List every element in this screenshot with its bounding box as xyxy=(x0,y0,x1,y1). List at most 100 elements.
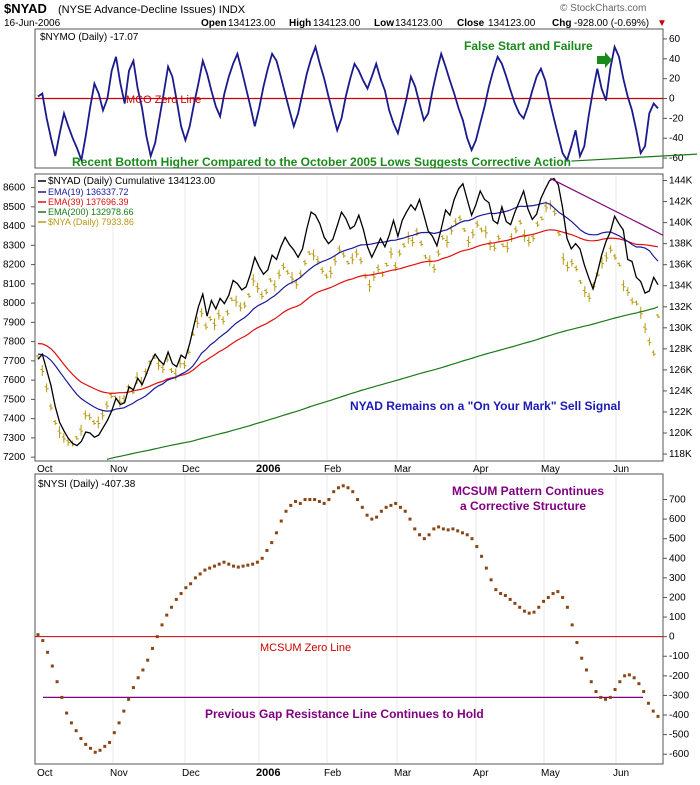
nysi-point xyxy=(594,690,598,694)
low-label: Low xyxy=(374,18,394,29)
nysi-point xyxy=(60,695,64,699)
nysi-point xyxy=(365,513,369,517)
nysi-tick-label: -200 xyxy=(669,671,689,682)
nysi-point xyxy=(542,599,546,603)
nysi-month-label: Feb xyxy=(324,768,342,779)
nysi-point xyxy=(241,564,245,568)
nysi-tick-label: -300 xyxy=(669,690,689,701)
nysi-point xyxy=(155,635,159,639)
nysi-point xyxy=(427,533,431,537)
nyad-month-label: Dec xyxy=(182,464,200,475)
nyad-legend: $NYAD (Daily) Cumulative 134123.00 EMA(1… xyxy=(38,176,216,227)
nyad-right-tick-label: 130K xyxy=(669,323,693,334)
false-start-annotation: False Start and Failure xyxy=(464,39,593,53)
nysi-point xyxy=(184,586,188,590)
close-label: Close xyxy=(457,18,485,29)
nysi-point xyxy=(570,623,574,627)
nyad-right-tick-label: 124K xyxy=(669,386,693,397)
legend-ema19: EMA(19) 136337.72 xyxy=(48,187,129,197)
nysi-point xyxy=(222,560,226,564)
chg-label: Chg xyxy=(552,18,571,29)
nyad-right-tick-label: 138K xyxy=(669,239,693,250)
nysi-point xyxy=(580,656,584,660)
legend-ema200: EMA(200) 132978.66 xyxy=(48,207,134,217)
nysi-point xyxy=(74,729,78,733)
mcsum-pattern-annotation-2: a Corrective Structure xyxy=(460,499,586,513)
nysi-point xyxy=(141,668,145,672)
nysi-point xyxy=(41,639,45,643)
high-value: 134123.00 xyxy=(313,18,361,29)
nymo-tick-label: 20 xyxy=(669,74,681,85)
nyad-month-label: Nov xyxy=(110,464,128,475)
nysi-point xyxy=(451,527,455,531)
nysi-point xyxy=(336,486,340,490)
nysi-point xyxy=(284,509,288,513)
nysi-tick-label: 300 xyxy=(669,573,686,584)
nyad-left-tick-label: 8000 xyxy=(3,298,26,309)
nysi-tick-label: 700 xyxy=(669,495,686,506)
nysi-point xyxy=(637,682,641,686)
nyad-left-tick-label: 8400 xyxy=(3,221,26,232)
nyad-left-tick-label: 7300 xyxy=(3,433,26,444)
nysi-point xyxy=(584,668,588,672)
nysi-point xyxy=(494,588,498,592)
nysi-point xyxy=(131,686,135,690)
nysi-tick-label: -600 xyxy=(669,749,689,760)
nysi-point xyxy=(341,484,345,488)
nysi-point xyxy=(527,611,531,615)
gap-resistance-annotation: Previous Gap Resistance Line Continues t… xyxy=(205,707,484,721)
nysi-point xyxy=(117,721,121,725)
open-label: Open xyxy=(201,18,227,29)
nysi-point xyxy=(646,701,650,705)
nysi-point xyxy=(551,592,555,596)
nysi-month-gridlines xyxy=(112,475,617,763)
nysi-point xyxy=(375,515,379,519)
nyad-right-tick-label: 136K xyxy=(669,260,693,271)
nyad-left-tick-label: 8600 xyxy=(3,183,26,194)
nysi-point xyxy=(460,531,464,535)
nysi-point xyxy=(317,499,321,503)
nysi-point xyxy=(98,748,102,752)
nysi-point xyxy=(422,537,426,541)
nysi-point xyxy=(489,578,493,582)
nysi-point xyxy=(398,505,402,509)
nysi-point xyxy=(608,695,612,699)
nysi-point xyxy=(88,746,92,750)
nysi-point xyxy=(127,697,131,701)
nysi-point xyxy=(294,499,298,503)
nysi-point xyxy=(112,731,116,735)
nysi-point xyxy=(108,740,112,744)
nysi-point xyxy=(103,744,107,748)
nyad-right-tick-label: 144K xyxy=(669,176,693,187)
nysi-point xyxy=(270,541,274,545)
nysi-point xyxy=(327,498,331,502)
nysi-point xyxy=(418,533,422,537)
nyad-left-tick-label: 8200 xyxy=(3,260,26,271)
nyad-y-axes: 8600 8500 8400 8300 8200 8100 8000 7900 7800 7700… xyxy=(3,176,693,464)
nysi-point xyxy=(632,676,636,680)
nysi-point xyxy=(508,597,512,601)
open-value: 134123.00 xyxy=(228,18,276,29)
ema200-line xyxy=(106,306,659,460)
nysi-point xyxy=(65,711,69,715)
nysi-point xyxy=(413,527,417,531)
nysi-point xyxy=(384,505,388,509)
nysi-point xyxy=(150,646,154,650)
nysi-legend: $NYSI (Daily) -407.38 xyxy=(38,479,136,490)
ticker-name: (NYSE Advance-Decline Issues) INDX xyxy=(58,4,246,16)
nysi-point xyxy=(446,528,450,532)
nysi-point xyxy=(160,623,164,627)
nyad-month-label: May xyxy=(541,464,560,475)
watermark: © StockCharts.com xyxy=(560,3,646,14)
nyad-cumulative-line xyxy=(37,177,659,447)
nysi-month-label: Apr xyxy=(473,768,489,779)
nysi-point xyxy=(174,597,178,601)
nysi-point xyxy=(465,533,469,537)
nysi-point xyxy=(260,556,264,560)
nysi-series-points xyxy=(36,484,660,754)
nysi-point xyxy=(236,565,240,569)
nysi-point xyxy=(532,610,536,614)
nysi-point xyxy=(565,605,569,609)
nyad-left-tick-label: 7400 xyxy=(3,414,26,425)
nyad-month-label: Jun xyxy=(613,464,629,475)
